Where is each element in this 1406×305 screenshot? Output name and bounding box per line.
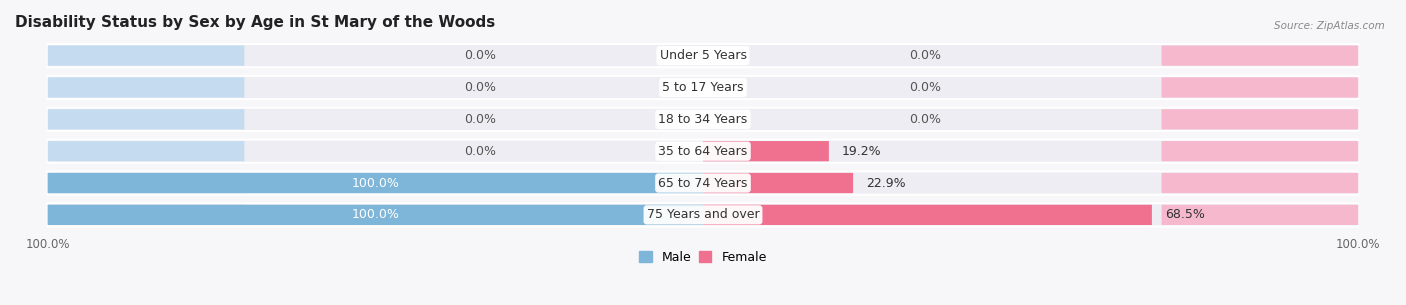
Text: 5 to 17 Years: 5 to 17 Years [662, 81, 744, 94]
FancyBboxPatch shape [48, 77, 245, 98]
FancyBboxPatch shape [48, 45, 245, 66]
FancyBboxPatch shape [48, 173, 703, 193]
Text: Under 5 Years: Under 5 Years [659, 49, 747, 62]
Text: 100.0%: 100.0% [352, 177, 399, 189]
Text: 35 to 64 Years: 35 to 64 Years [658, 145, 748, 158]
FancyBboxPatch shape [48, 203, 1358, 227]
FancyBboxPatch shape [1161, 205, 1358, 225]
FancyBboxPatch shape [703, 205, 1152, 225]
Text: Disability Status by Sex by Age in St Mary of the Woods: Disability Status by Sex by Age in St Ma… [15, 15, 495, 30]
Text: 18 to 34 Years: 18 to 34 Years [658, 113, 748, 126]
FancyBboxPatch shape [48, 205, 703, 225]
Text: 65 to 74 Years: 65 to 74 Years [658, 177, 748, 189]
Text: 0.0%: 0.0% [464, 113, 496, 126]
FancyBboxPatch shape [48, 205, 245, 225]
FancyBboxPatch shape [48, 108, 1358, 131]
FancyBboxPatch shape [48, 44, 1358, 67]
Text: 68.5%: 68.5% [1166, 208, 1205, 221]
FancyBboxPatch shape [48, 171, 1358, 195]
FancyBboxPatch shape [48, 140, 1358, 163]
Text: 0.0%: 0.0% [464, 145, 496, 158]
Text: 19.2%: 19.2% [842, 145, 882, 158]
FancyBboxPatch shape [48, 76, 1358, 99]
FancyBboxPatch shape [48, 141, 245, 161]
Text: 0.0%: 0.0% [464, 49, 496, 62]
Legend: Male, Female: Male, Female [634, 246, 772, 269]
Text: 0.0%: 0.0% [910, 49, 942, 62]
FancyBboxPatch shape [703, 173, 853, 193]
Text: 0.0%: 0.0% [910, 113, 942, 126]
FancyBboxPatch shape [48, 173, 245, 193]
Text: 0.0%: 0.0% [464, 81, 496, 94]
FancyBboxPatch shape [1161, 173, 1358, 193]
Text: 100.0%: 100.0% [352, 208, 399, 221]
Text: 22.9%: 22.9% [866, 177, 905, 189]
FancyBboxPatch shape [1161, 77, 1358, 98]
FancyBboxPatch shape [703, 141, 830, 161]
Text: Source: ZipAtlas.com: Source: ZipAtlas.com [1274, 21, 1385, 31]
FancyBboxPatch shape [1161, 141, 1358, 161]
Text: 75 Years and over: 75 Years and over [647, 208, 759, 221]
FancyBboxPatch shape [48, 109, 245, 129]
FancyBboxPatch shape [1161, 109, 1358, 129]
Text: 0.0%: 0.0% [910, 81, 942, 94]
FancyBboxPatch shape [1161, 45, 1358, 66]
